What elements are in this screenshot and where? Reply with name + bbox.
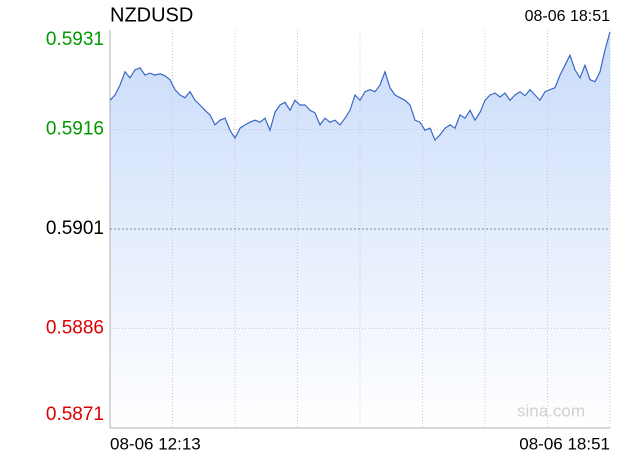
x-tick-label: 08-06 18:51 [519,434,610,453]
y-tick-label: 0.5871 [46,404,104,425]
area-fill [110,32,610,428]
timestamp: 08-06 18:51 [525,8,611,25]
watermark: sina.com [517,401,585,420]
x-tick-label: 08-06 12:13 [110,434,201,453]
price-line [109,31,611,142]
y-tick-label: 0.5931 [46,29,104,50]
y-tick-label: 0.5901 [46,218,104,239]
y-tick-label: 0.5886 [46,318,104,339]
chart-title: NZDUSD [110,4,193,26]
y-tick-label: 0.5916 [46,119,104,140]
